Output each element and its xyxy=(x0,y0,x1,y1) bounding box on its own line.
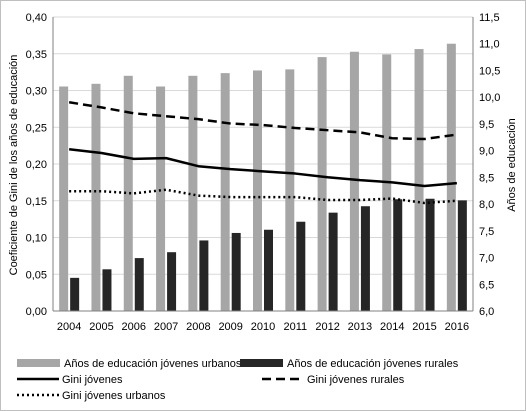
y-left-tick-label: 0,15 xyxy=(26,196,47,208)
y-right-tick-label: 6,0 xyxy=(479,306,494,318)
y-left-tick-label: 0,00 xyxy=(26,306,47,318)
y-right-tick-label: 7,5 xyxy=(479,226,494,238)
bar-rural xyxy=(457,200,467,311)
y-left-tick-label: 0,40 xyxy=(26,12,47,24)
y-left-tick-label: 0,05 xyxy=(26,269,47,281)
x-tick-label: 2005 xyxy=(89,321,113,333)
y-right-tick-label: 11,0 xyxy=(479,39,500,51)
x-tick-label: 2007 xyxy=(154,321,178,333)
x-tick-label: 2014 xyxy=(380,321,404,333)
y-right-tick-label: 9,0 xyxy=(479,146,494,158)
gridlines xyxy=(53,16,473,275)
bar-urban xyxy=(446,43,456,312)
y-axis-right-label: Años de educación xyxy=(506,118,518,212)
legend-label: Gini jóvenes rurales xyxy=(307,374,405,386)
y-right-tick-label: 11,5 xyxy=(479,12,500,24)
legend-label: Años de educación jóvenes urbanos xyxy=(64,358,242,370)
axes xyxy=(52,17,474,312)
x-tick-label: 2012 xyxy=(315,321,339,333)
y-left-tick-label: 0,25 xyxy=(26,122,47,134)
bar-rural xyxy=(328,212,338,311)
bar-rural xyxy=(167,252,177,311)
bars xyxy=(59,43,467,312)
bar-rural xyxy=(134,258,144,311)
x-tick-label: 2016 xyxy=(445,321,469,333)
bar-urban xyxy=(156,86,166,311)
bar-urban xyxy=(59,86,69,311)
x-tick-label: 2008 xyxy=(186,321,210,333)
legend-label: Años de educación jóvenes rurales xyxy=(287,358,459,370)
y-right-tick-label: 8,0 xyxy=(479,199,494,211)
y-axis-left-label: Coeficiente de Gini de los años de educa… xyxy=(8,55,20,276)
legend: Años de educación jóvenes urbanos Años de… xyxy=(17,358,459,402)
y-right-tick-label: 8,5 xyxy=(479,172,494,184)
bar-rural xyxy=(360,206,370,311)
x-tick-label: 2006 xyxy=(122,321,146,333)
y-left-tick-label: 0,20 xyxy=(26,159,47,171)
x-tick-label: 2013 xyxy=(348,321,372,333)
bar-rural xyxy=(231,232,241,311)
line-dashed xyxy=(68,101,458,141)
bar-rural xyxy=(70,277,80,311)
legend-label: Gini jóvenes urbanos xyxy=(62,390,166,402)
y-left-tick-label: 0,35 xyxy=(26,49,47,61)
bar-rural xyxy=(393,199,403,311)
y-right-tick-label: 10,5 xyxy=(479,65,500,77)
x-tick-label: 2004 xyxy=(57,321,81,333)
x-tick-label: 2011 xyxy=(283,321,307,333)
series-lines xyxy=(68,101,458,205)
bar-urban xyxy=(123,75,133,311)
legend-swatch xyxy=(240,359,283,367)
bar-urban xyxy=(253,70,262,311)
bar-urban xyxy=(317,57,327,311)
bar-urban xyxy=(188,75,198,311)
legend-label: Gini jóvenes xyxy=(62,374,123,386)
y-left-tick-label: 0,30 xyxy=(26,86,47,98)
bar-urban xyxy=(285,69,295,311)
bar-urban xyxy=(91,83,101,312)
bar-rural xyxy=(425,198,435,311)
bar-rural xyxy=(296,221,306,311)
bar-urban xyxy=(220,73,230,311)
bar-urban xyxy=(414,49,424,312)
x-tick-label: 2015 xyxy=(412,321,436,333)
bar-rural xyxy=(102,269,112,311)
x-tick-label: 2009 xyxy=(218,321,242,333)
y-right-tick-label: 10,0 xyxy=(479,92,500,104)
tick-labels: 0,00 0,05 0,10 0,15 0,20 0,25 0,30 0,35 0,40 6,0 6… xyxy=(26,12,501,333)
line-solid xyxy=(69,148,457,188)
x-tick-label: 2010 xyxy=(251,321,275,333)
y-left-tick-label: 0,10 xyxy=(26,233,47,245)
bar-rural xyxy=(199,240,209,311)
y-right-tick-label: 6,5 xyxy=(479,279,494,291)
bar-rural xyxy=(264,229,273,311)
bar-urban xyxy=(349,51,359,311)
legend-swatch xyxy=(17,359,60,367)
y-right-tick-label: 7,0 xyxy=(479,253,494,265)
y-right-tick-label: 9,5 xyxy=(479,119,494,131)
